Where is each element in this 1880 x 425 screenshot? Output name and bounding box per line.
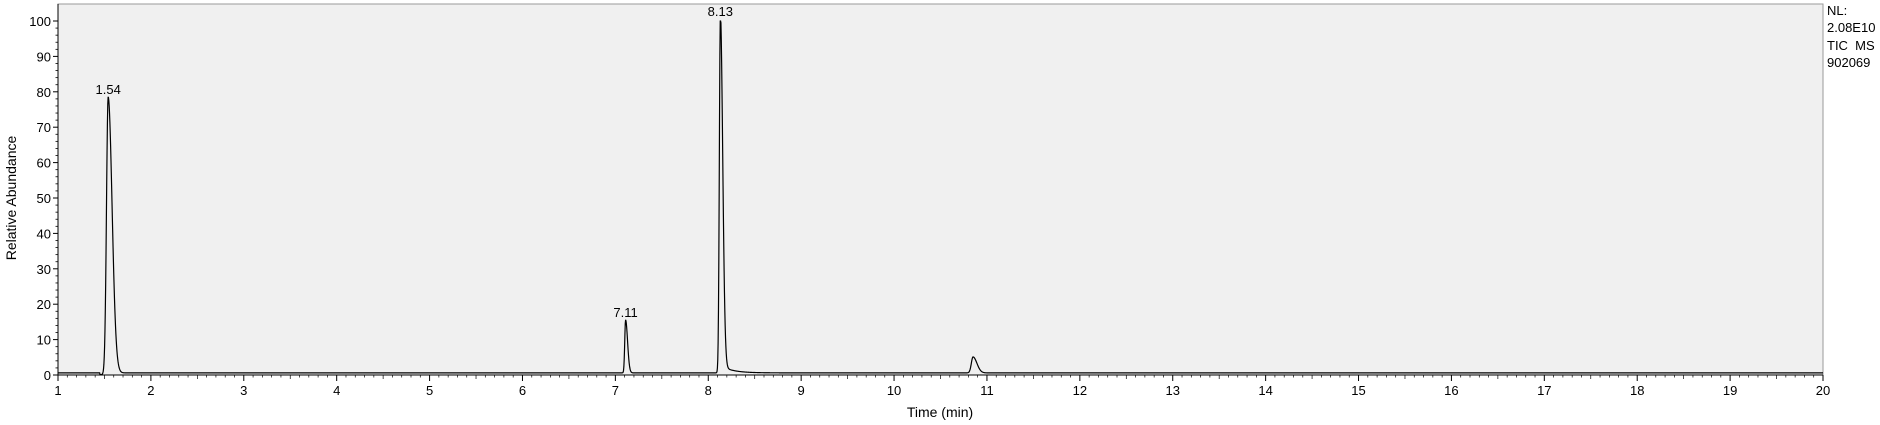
x-axis-title: Time (min): [907, 404, 973, 420]
y-tick-label: 70: [37, 120, 51, 135]
x-tick-label: 14: [1258, 383, 1272, 398]
x-tick-label: 17: [1537, 383, 1551, 398]
y-tick-label: 50: [37, 191, 51, 206]
peak-label: 1.54: [96, 82, 121, 97]
x-tick-label: 16: [1444, 383, 1458, 398]
tic-trace: [58, 20, 1823, 376]
x-tick-label: 10: [887, 383, 901, 398]
y-tick-label: 10: [37, 333, 51, 348]
y-axis-title: Relative Abundance: [3, 136, 19, 261]
x-tick-label: 6: [519, 383, 526, 398]
y-tick-label: 80: [37, 85, 51, 100]
x-tick-label: 18: [1630, 383, 1644, 398]
y-tick-label: 100: [29, 14, 51, 29]
x-axis: 1 2 3 4 5 6 7 8 9 10 11 12 13 14 15 16 17 18 19 20: [54, 374, 1830, 398]
y-tick-label: 0: [44, 368, 51, 383]
peak-label: 8.13: [708, 4, 733, 19]
x-tick-label: 3: [240, 383, 247, 398]
peak-labels: 1.54 7.11 8.13: [96, 4, 733, 320]
y-tick-label: 20: [37, 297, 51, 312]
x-tick-label: 4: [333, 383, 340, 398]
x-tick-label: 1: [54, 383, 61, 398]
x-tick-label: 7: [612, 383, 619, 398]
x-tick-label: 5: [426, 383, 433, 398]
trace-type: TIC MS: [1827, 38, 1875, 53]
x-tick-label: 12: [1073, 383, 1087, 398]
x-tick-label: 20: [1816, 383, 1830, 398]
x-tick-label: 9: [798, 383, 805, 398]
y-tick-label: 90: [37, 49, 51, 64]
sample-id: 902069: [1827, 55, 1870, 70]
x-tick-label: 15: [1351, 383, 1365, 398]
nl-value: 2.08E10: [1827, 20, 1875, 35]
y-tick-label: 60: [37, 156, 51, 171]
x-tick-label: 8: [705, 383, 712, 398]
x-tick-label: 11: [980, 383, 994, 398]
nl-label: NL:: [1827, 3, 1847, 18]
y-tick-label: 40: [37, 226, 51, 241]
x-tick-label: 2: [147, 383, 154, 398]
peak-label: 7.11: [613, 305, 637, 320]
x-tick-label: 19: [1723, 383, 1737, 398]
plot-background: [57, 3, 1824, 376]
y-axis: 0 10 20 30 40 50 60 70 80 90 100: [29, 4, 59, 383]
y-tick-label: 30: [37, 262, 51, 277]
x-tick-label: 13: [1166, 383, 1180, 398]
